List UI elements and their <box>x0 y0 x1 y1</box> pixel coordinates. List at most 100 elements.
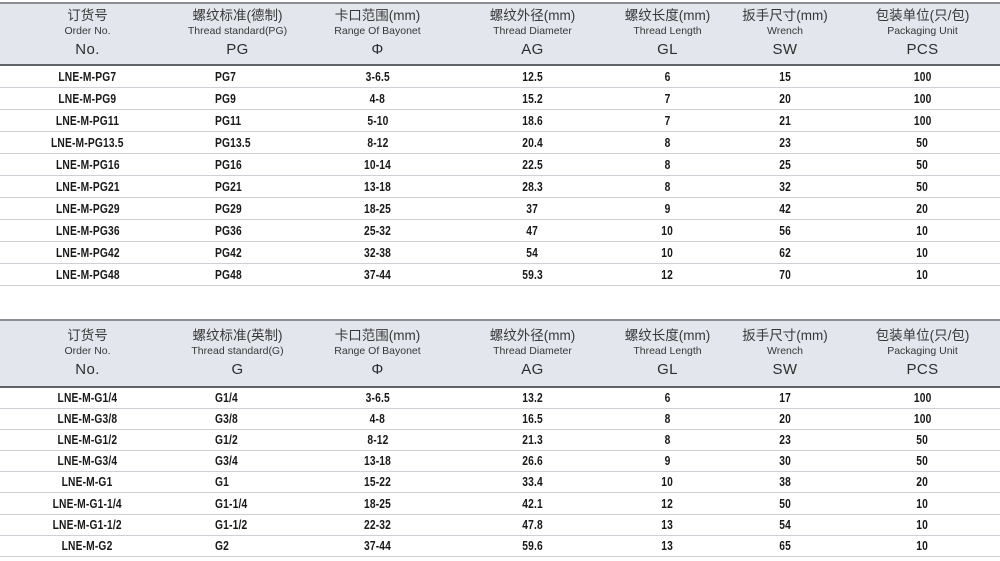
header-label-zh: 螺纹标准(英制) <box>192 327 283 343</box>
cell-value: 28.3 <box>522 179 543 194</box>
cell-value: 15 <box>779 69 791 84</box>
cell-order-no: LNE-M-PG9 <box>0 88 175 109</box>
cell-value: 3-6.5 <box>365 69 390 84</box>
cell-wrench-size: 25 <box>725 154 845 175</box>
cell-value: 13-18 <box>363 454 392 469</box>
cell-packaging-unit: 50 <box>845 430 1000 450</box>
cell-wrench-size: 23 <box>725 430 845 450</box>
cell-bayonet-range: 13-18 <box>300 176 455 197</box>
header-label-code: G <box>231 360 244 378</box>
cell-value: 37 <box>526 201 539 216</box>
header-label-en: Wrench <box>767 25 803 37</box>
cell-value: 8 <box>664 412 671 427</box>
cell-thread-diameter: 47.8 <box>455 515 610 535</box>
header-label-zh: 螺纹长度(mm) <box>624 327 711 343</box>
cell-thread-diameter: 54 <box>455 242 610 263</box>
cell-packaging-unit: 50 <box>845 132 1000 153</box>
cell-order-no: LNE-M-G3/8 <box>0 409 175 429</box>
cell-value: 10-14 <box>363 157 392 172</box>
cell-value: 8 <box>664 157 671 172</box>
cell-wrench-size: 54 <box>725 515 845 535</box>
cell-value: 50 <box>916 157 929 172</box>
cell-value: 20.4 <box>522 135 543 150</box>
cell-bayonet-range: 8-12 <box>300 430 455 450</box>
cell-value: 37-44 <box>363 267 392 282</box>
cell-order-no: LNE-M-G1-1/4 <box>0 493 175 513</box>
cell-value: 38 <box>779 475 791 490</box>
cell-bayonet-range: 18-25 <box>300 198 455 219</box>
cell-value: 42 <box>779 201 791 216</box>
cell-thread-length: 6 <box>610 388 725 408</box>
column-header-thread-length: 螺纹长度(mm) Thread Length GL <box>610 4 725 64</box>
cell-value: 13-18 <box>363 179 392 194</box>
cell-value: 59.6 <box>522 538 543 553</box>
cell-value: 50 <box>916 433 929 448</box>
header-label-zh: 订货号 <box>67 8 108 24</box>
cell-value: 10 <box>916 496 929 511</box>
column-header-thread-diameter: 螺纹外径(mm) Thread Diameter AG <box>455 4 610 64</box>
cell-value: 100 <box>913 412 932 427</box>
header-label-en: Range Of Bayonet <box>334 344 421 357</box>
cell-packaging-unit: 100 <box>845 409 1000 429</box>
pg-table-body: LNE-M-PG7 PG7 3-6.5 12.5 6 15 100 LNE-M-PG9 PG9 4… <box>0 66 1000 286</box>
cell-value: 20 <box>779 412 791 427</box>
cell-bayonet-range: 3-6.5 <box>300 388 455 408</box>
header-label-en: Range Of Bayonet <box>334 25 421 37</box>
cell-thread-standard: PG7 <box>175 66 300 87</box>
cell-value: 4-8 <box>369 412 386 427</box>
cell-value: PG7 <box>215 69 237 84</box>
cell-value: LNE-M-PG9 <box>58 91 117 106</box>
cell-value: 7 <box>664 91 671 106</box>
column-header-wrench-size: 扳手尺寸(mm) Wrench SW <box>725 321 845 386</box>
cell-thread-length: 7 <box>610 88 725 109</box>
column-header-thread-standard: 螺纹标准(德制) Thread standard(PG) PG <box>175 4 300 64</box>
cell-bayonet-range: 8-12 <box>300 132 455 153</box>
cell-value: 10 <box>661 475 674 490</box>
cell-value: 8-12 <box>366 433 389 448</box>
cell-bayonet-range: 3-6.5 <box>300 66 455 87</box>
cell-thread-diameter: 47 <box>455 220 610 241</box>
cell-value: G2 <box>215 538 230 553</box>
header-label-zh: 包装单位(只/包) <box>875 327 970 343</box>
cell-value: 10 <box>916 538 929 553</box>
cell-value: 42.1 <box>522 496 543 511</box>
cell-value: 25 <box>779 157 791 172</box>
cell-wrench-size: 21 <box>725 110 845 131</box>
table-row: LNE-M-PG42 PG42 32-38 54 10 62 10 <box>0 242 1000 264</box>
cell-thread-diameter: 59.6 <box>455 536 610 556</box>
cell-wrench-size: 15 <box>725 66 845 87</box>
cell-value: 16.5 <box>522 412 543 427</box>
table-row: LNE-M-PG11 PG11 5-10 18.6 7 21 100 <box>0 110 1000 132</box>
cell-thread-diameter: 18.6 <box>455 110 610 131</box>
cell-thread-diameter: 12.5 <box>455 66 610 87</box>
cell-value: 6 <box>664 69 671 84</box>
cell-packaging-unit: 10 <box>845 536 1000 556</box>
column-header-bayonet-range: 卡口范围(mm) Range Of Bayonet Φ <box>300 4 455 64</box>
cell-bayonet-range: 37-44 <box>300 264 455 285</box>
header-label-en: Thread Diameter <box>493 344 572 357</box>
cell-packaging-unit: 100 <box>845 66 1000 87</box>
cell-thread-length: 7 <box>610 110 725 131</box>
cell-wrench-size: 70 <box>725 264 845 285</box>
cell-packaging-unit: 50 <box>845 176 1000 197</box>
cell-wrench-size: 42 <box>725 198 845 219</box>
header-label-code: SW <box>772 41 798 59</box>
cell-thread-length: 9 <box>610 198 725 219</box>
cell-value: 21 <box>779 113 791 128</box>
cell-value: 17 <box>779 391 791 406</box>
cell-value: G3/4 <box>215 454 238 469</box>
cell-thread-diameter: 21.3 <box>455 430 610 450</box>
cell-value: G1-1/2 <box>215 517 248 532</box>
cell-packaging-unit: 10 <box>845 264 1000 285</box>
table-row: LNE-M-PG21 PG21 13-18 28.3 8 32 50 <box>0 176 1000 198</box>
cell-value: 13 <box>661 517 674 532</box>
cell-thread-length: 8 <box>610 154 725 175</box>
table-row: LNE-M-PG36 PG36 25-32 47 10 56 10 <box>0 220 1000 242</box>
cell-thread-diameter: 37 <box>455 198 610 219</box>
cell-wrench-size: 30 <box>725 451 845 471</box>
column-header-wrench-size: 扳手尺寸(mm) Wrench SW <box>725 4 845 64</box>
header-label-en: Thread Length <box>633 25 702 37</box>
cell-value: 8-12 <box>366 135 389 150</box>
cell-thread-standard: PG11 <box>175 110 300 131</box>
cell-bayonet-range: 4-8 <box>300 88 455 109</box>
